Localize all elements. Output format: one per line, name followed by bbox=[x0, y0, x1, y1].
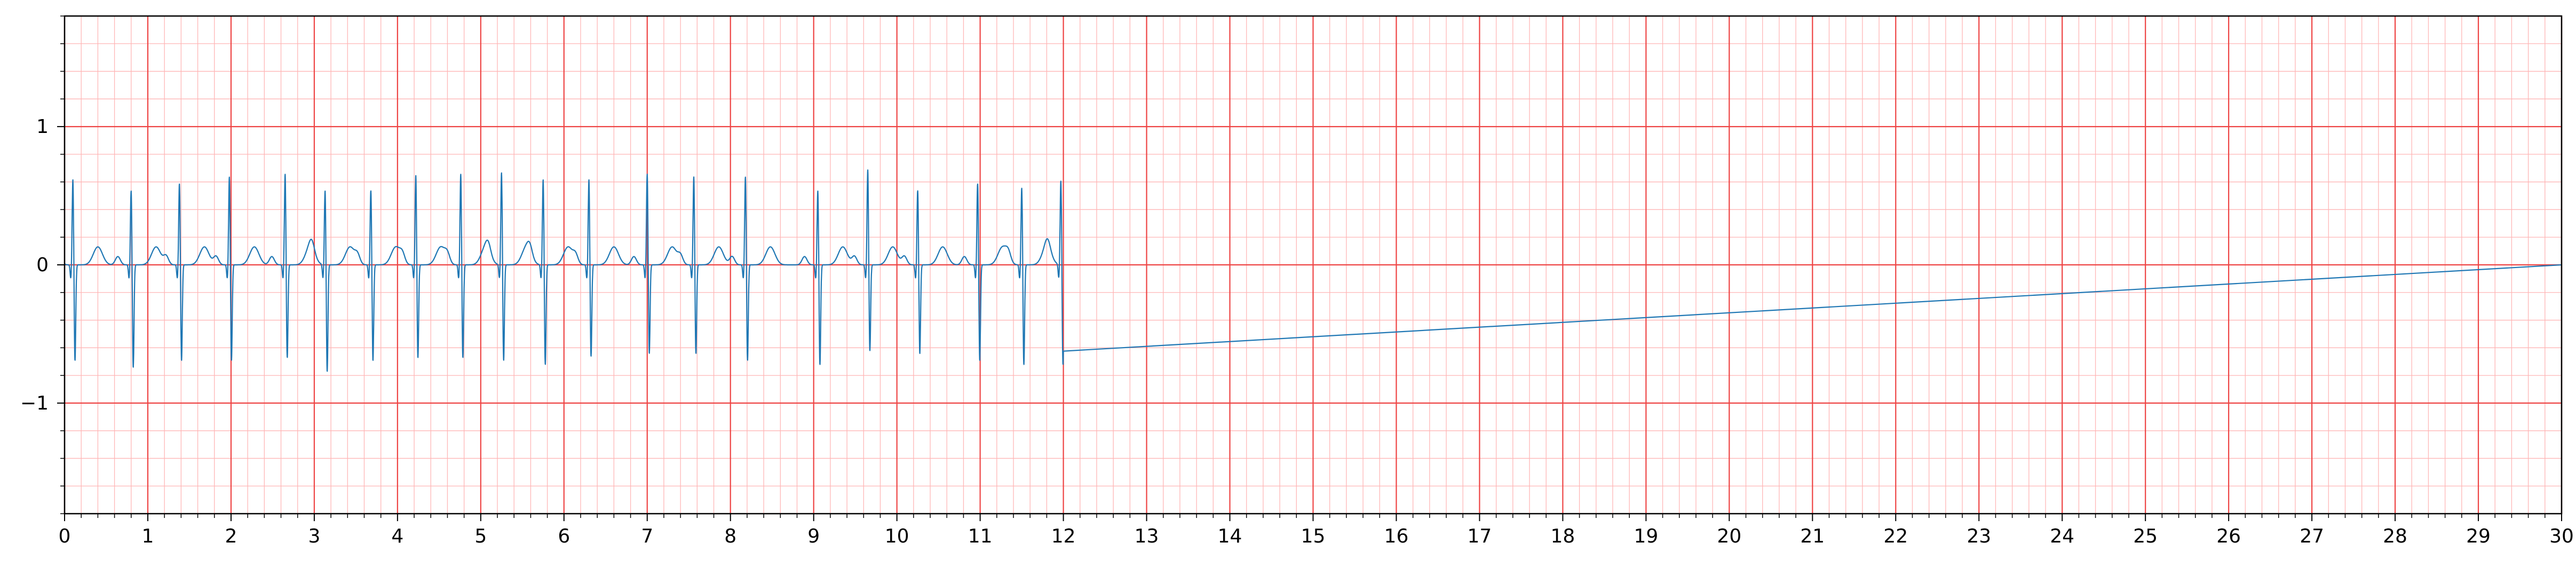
x-tick-label: 24 bbox=[2050, 525, 2074, 547]
x-tick-label: 30 bbox=[2549, 525, 2574, 547]
y-tick-label: −1 bbox=[20, 392, 49, 414]
x-tick-label: 20 bbox=[1717, 525, 1741, 547]
x-tick-label: 0 bbox=[59, 525, 71, 547]
x-tick-label: 12 bbox=[1051, 525, 1076, 547]
x-tick-label: 27 bbox=[2300, 525, 2324, 547]
x-tick-label: 11 bbox=[968, 525, 993, 547]
x-tick-label: 6 bbox=[558, 525, 570, 547]
x-tick-label: 19 bbox=[1634, 525, 1658, 547]
x-tick-label: 10 bbox=[885, 525, 909, 547]
x-tick-label: 3 bbox=[308, 525, 320, 547]
y-tick-label: 1 bbox=[36, 116, 49, 138]
x-tick-label: 26 bbox=[2216, 525, 2241, 547]
x-tick-label: 2 bbox=[225, 525, 237, 547]
x-tick-label: 7 bbox=[641, 525, 653, 547]
x-tick-label: 28 bbox=[2383, 525, 2407, 547]
x-tick-label: 5 bbox=[474, 525, 487, 547]
y-tick-label: 0 bbox=[36, 254, 49, 276]
x-tick-label: 22 bbox=[1883, 525, 1908, 547]
x-tick-label: 14 bbox=[1218, 525, 1242, 547]
x-tick-label: 16 bbox=[1384, 525, 1409, 547]
x-tick-label: 18 bbox=[1550, 525, 1575, 547]
x-tick-label: 21 bbox=[1800, 525, 1825, 547]
ecg-trace-line bbox=[64, 169, 2562, 372]
x-tick-label: 4 bbox=[391, 525, 403, 547]
x-tick-label: 25 bbox=[2133, 525, 2158, 547]
x-tick-label: 1 bbox=[142, 525, 154, 547]
x-tick-label: 23 bbox=[1967, 525, 1991, 547]
x-tick-label: 13 bbox=[1135, 525, 1159, 547]
x-tick-label: 9 bbox=[807, 525, 820, 547]
x-tick-label: 15 bbox=[1301, 525, 1326, 547]
x-tick-label: 8 bbox=[724, 525, 736, 547]
x-tick-label: 29 bbox=[2466, 525, 2491, 547]
x-tick-label: 17 bbox=[1468, 525, 1492, 547]
